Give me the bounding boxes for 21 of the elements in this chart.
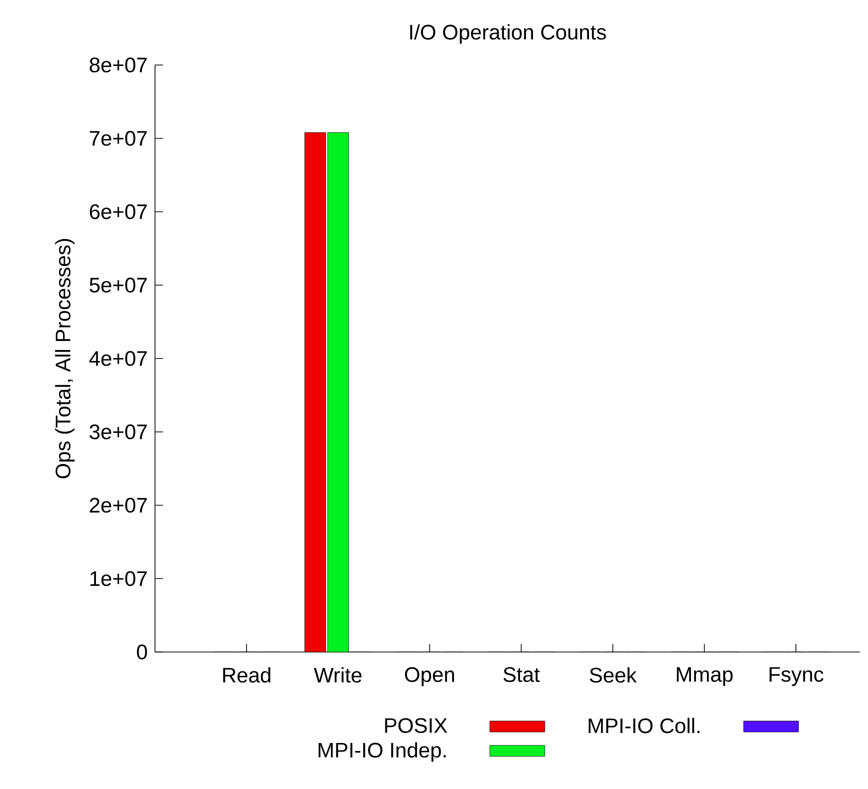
- y-tick-label: 1e+07: [90, 571, 147, 586]
- y-tick-label: 3e+07: [90, 424, 147, 440]
- x-tick-label: Write: [314, 667, 362, 683]
- y-axis-title: Ops (Total, All Processes): [55, 239, 75, 478]
- x-tick-label: Fsync: [770, 667, 824, 686]
- x-tick-label: Seek: [590, 667, 637, 683]
- x-tick-label: Stat: [504, 667, 540, 682]
- x-tick-label: Mmap: [676, 667, 733, 686]
- y-tick-label: 8e+07: [90, 58, 147, 72]
- y-tick-label: 5e+07: [90, 278, 147, 293]
- y-tick-label: 4e+07: [89, 351, 147, 366]
- x-tick-label: Read: [223, 667, 270, 683]
- y-tick-label: 0: [136, 644, 147, 660]
- y-tick-label: 6e+07: [90, 204, 147, 220]
- x-tick-label: Open: [404, 667, 454, 686]
- chart-title: I/O Operation Counts: [410, 24, 606, 44]
- y-tick-label: 7e+07: [90, 130, 147, 146]
- legend-label: MPI-IO Coll.: [588, 718, 700, 734]
- legend-label: POSIX: [385, 718, 448, 733]
- legend-label: MPI-IO Indep.: [318, 742, 446, 762]
- y-tick-label: 2e+07: [90, 498, 147, 513]
